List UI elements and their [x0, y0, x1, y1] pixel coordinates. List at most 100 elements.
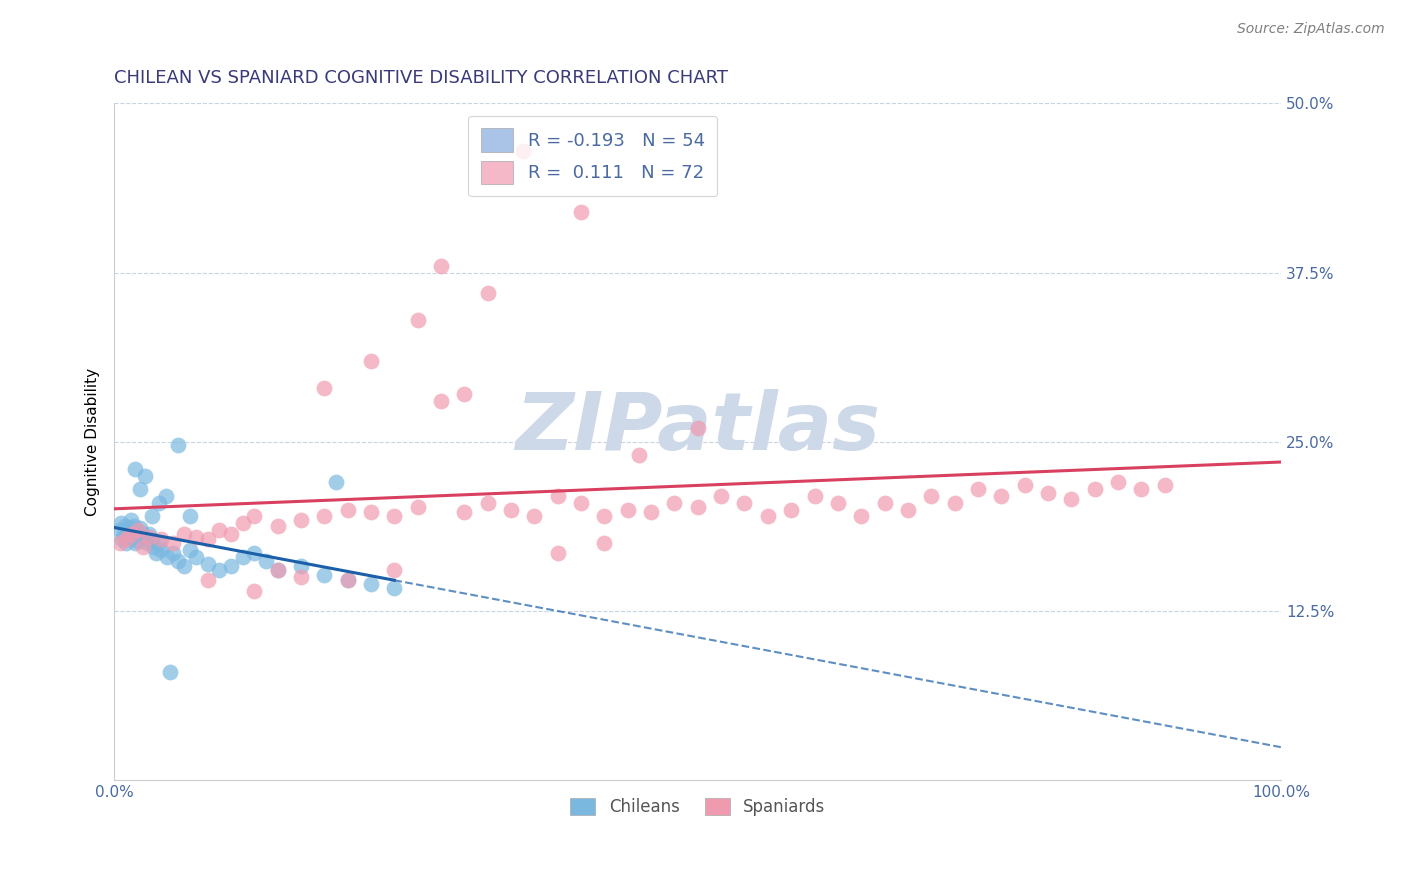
Point	[167, 437, 190, 451]
Point	[184, 530, 207, 544]
Point	[336, 502, 359, 516]
Point	[112, 527, 135, 541]
Point	[314, 381, 336, 395]
Point	[780, 502, 803, 516]
Point	[686, 421, 709, 435]
Point	[360, 505, 382, 519]
Point	[477, 496, 499, 510]
Point	[593, 509, 616, 524]
Point	[803, 489, 825, 503]
Point	[134, 533, 156, 547]
Point	[569, 496, 592, 510]
Point	[141, 533, 163, 547]
Point	[336, 573, 359, 587]
Point	[290, 513, 312, 527]
Point	[117, 525, 139, 540]
Point	[208, 523, 231, 537]
Point	[547, 546, 569, 560]
Point	[111, 533, 134, 547]
Point	[149, 533, 172, 547]
Point	[197, 573, 219, 587]
Point	[138, 530, 160, 544]
Point	[547, 489, 569, 503]
Point	[499, 502, 522, 516]
Point	[135, 536, 157, 550]
Point	[382, 509, 405, 524]
Point	[243, 546, 266, 560]
Point	[1036, 486, 1059, 500]
Point	[290, 559, 312, 574]
Point	[628, 448, 651, 462]
Point	[523, 509, 546, 524]
Point	[134, 468, 156, 483]
Point	[219, 527, 242, 541]
Point	[179, 543, 201, 558]
Point	[266, 564, 288, 578]
Point	[128, 482, 150, 496]
Point	[325, 475, 347, 490]
Point	[125, 527, 148, 541]
Point	[827, 496, 849, 510]
Point	[128, 521, 150, 535]
Point	[967, 482, 990, 496]
Point	[127, 533, 149, 548]
Point	[120, 513, 142, 527]
Point	[108, 523, 131, 537]
Point	[360, 577, 382, 591]
Y-axis label: Cognitive Disability: Cognitive Disability	[86, 368, 100, 516]
Point	[664, 496, 686, 510]
Point	[336, 573, 359, 587]
Point	[593, 536, 616, 550]
Point	[232, 516, 254, 530]
Point	[173, 527, 195, 541]
Point	[1060, 491, 1083, 506]
Point	[208, 564, 231, 578]
Point	[1107, 475, 1129, 490]
Point	[897, 502, 920, 516]
Point	[406, 313, 429, 327]
Point	[686, 500, 709, 514]
Point	[138, 527, 160, 541]
Point	[314, 567, 336, 582]
Point	[406, 500, 429, 514]
Point	[990, 489, 1012, 503]
Point	[141, 509, 163, 524]
Point	[155, 489, 177, 503]
Point	[1153, 478, 1175, 492]
Point	[115, 533, 138, 547]
Point	[145, 546, 167, 560]
Point	[148, 536, 170, 550]
Point	[114, 518, 136, 533]
Point	[243, 583, 266, 598]
Point	[118, 521, 141, 535]
Point	[122, 518, 145, 533]
Point	[512, 144, 534, 158]
Point	[179, 509, 201, 524]
Point	[232, 549, 254, 564]
Point	[121, 527, 143, 541]
Point	[121, 531, 143, 545]
Point	[640, 505, 662, 519]
Point	[943, 496, 966, 510]
Point	[219, 559, 242, 574]
Point	[184, 549, 207, 564]
Point	[142, 541, 165, 555]
Point	[243, 509, 266, 524]
Point	[616, 502, 638, 516]
Point	[920, 489, 942, 503]
Text: Source: ZipAtlas.com: Source: ZipAtlas.com	[1237, 22, 1385, 37]
Point	[290, 570, 312, 584]
Point	[382, 581, 405, 595]
Point	[710, 489, 733, 503]
Text: CHILEAN VS SPANIARD COGNITIVE DISABILITY CORRELATION CHART: CHILEAN VS SPANIARD COGNITIVE DISABILITY…	[114, 69, 728, 87]
Point	[167, 554, 190, 568]
Point	[108, 536, 131, 550]
Point	[1130, 482, 1153, 496]
Text: ZIPatlas: ZIPatlas	[515, 389, 880, 467]
Point	[197, 557, 219, 571]
Point	[131, 525, 153, 540]
Point	[121, 524, 143, 538]
Point	[430, 259, 453, 273]
Point	[314, 509, 336, 524]
Point	[124, 536, 146, 550]
